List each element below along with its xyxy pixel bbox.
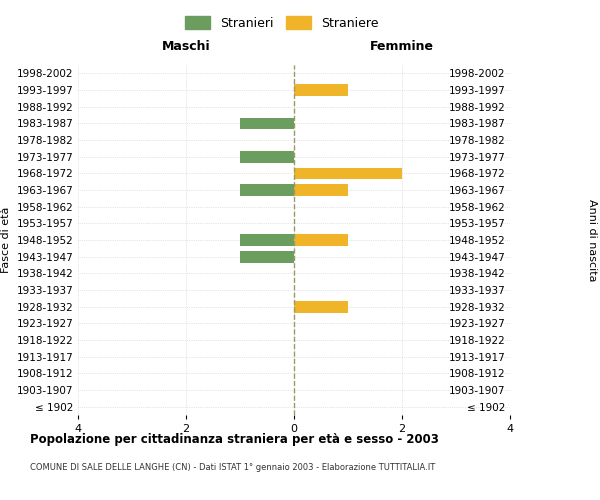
Bar [240, 184, 294, 196]
Legend: Stranieri, Straniere: Stranieri, Straniere [180, 11, 384, 35]
Text: Anni di nascita: Anni di nascita [587, 198, 597, 281]
Text: Maschi: Maschi [161, 40, 211, 54]
Bar [240, 251, 294, 262]
Bar [294, 168, 402, 179]
Text: Popolazione per cittadinanza straniera per età e sesso - 2003: Popolazione per cittadinanza straniera p… [30, 432, 439, 446]
Bar [294, 301, 348, 312]
Y-axis label: Fasce di età: Fasce di età [1, 207, 11, 273]
Text: Femmine: Femmine [370, 40, 434, 54]
Bar [294, 234, 348, 246]
Bar [240, 151, 294, 162]
Bar [240, 234, 294, 246]
Bar [294, 84, 348, 96]
Text: COMUNE DI SALE DELLE LANGHE (CN) - Dati ISTAT 1° gennaio 2003 - Elaborazione TUT: COMUNE DI SALE DELLE LANGHE (CN) - Dati … [30, 462, 435, 471]
Bar [240, 118, 294, 129]
Bar [294, 184, 348, 196]
